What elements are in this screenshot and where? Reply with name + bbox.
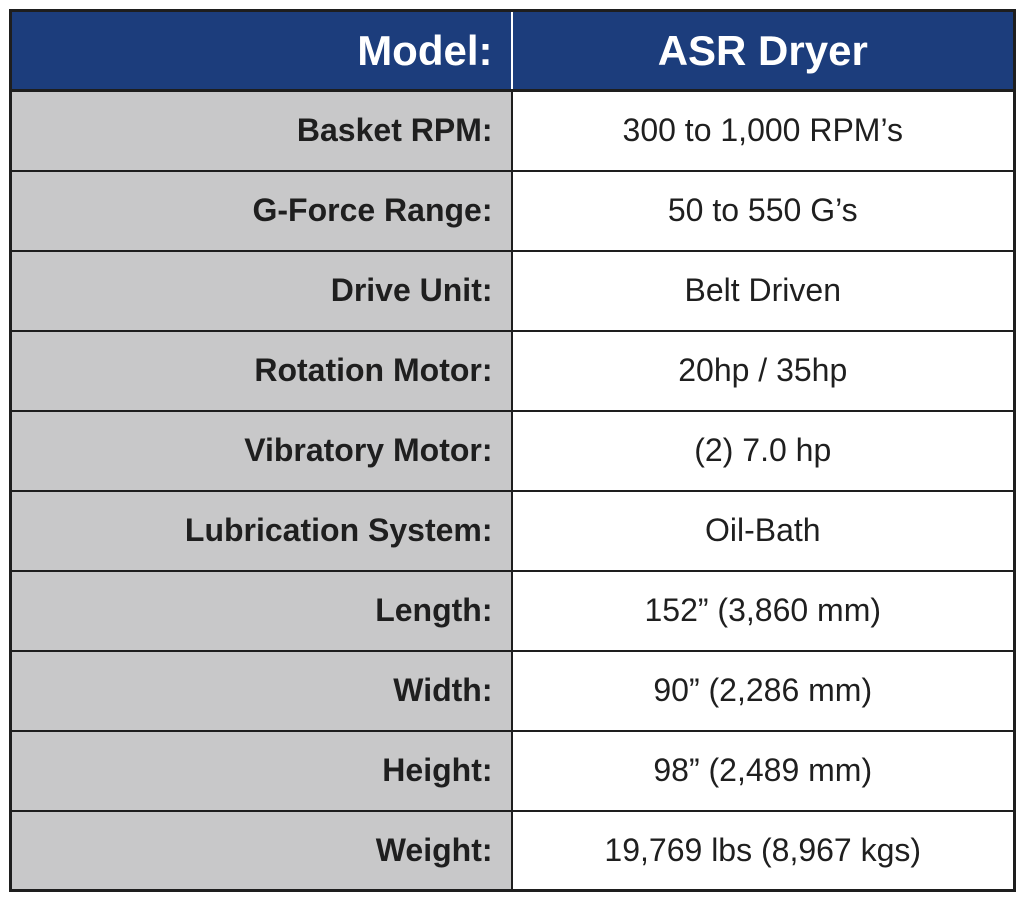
g-force-range-value: 50 to 550 G’s <box>511 169 1015 251</box>
drive-unit-value: Belt Driven <box>511 249 1015 331</box>
spec-table: Model: ASR Dryer Basket RPM: 300 to 1,00… <box>9 9 1016 892</box>
height-value: 98” (2,489 mm) <box>511 729 1015 811</box>
table-row: Rotation Motor: 20hp / 35hp <box>10 329 1015 411</box>
model-header-label: Model: <box>10 10 513 92</box>
g-force-range-label: G-Force Range: <box>10 169 513 251</box>
rotation-motor-label: Rotation Motor: <box>10 329 513 411</box>
width-value: 90” (2,286 mm) <box>511 649 1015 731</box>
weight-value: 19,769 lbs (8,967 kgs) <box>511 809 1015 891</box>
model-header-value: ASR Dryer <box>511 10 1015 92</box>
vibratory-motor-value: (2) 7.0 hp <box>511 409 1015 491</box>
table-row: Lubrication System: Oil-Bath <box>10 489 1015 571</box>
table-header-row: Model: ASR Dryer <box>10 10 1015 92</box>
length-value: 152” (3,860 mm) <box>511 569 1015 651</box>
lubrication-system-label: Lubrication System: <box>10 489 513 571</box>
table-row: Width: 90” (2,286 mm) <box>10 649 1015 731</box>
length-label: Length: <box>10 569 513 651</box>
table-row: Vibratory Motor: (2) 7.0 hp <box>10 409 1015 491</box>
table-row: G-Force Range: 50 to 550 G’s <box>10 169 1015 251</box>
table-row: Weight: 19,769 lbs (8,967 kgs) <box>10 809 1015 891</box>
drive-unit-label: Drive Unit: <box>10 249 513 331</box>
lubrication-system-value: Oil-Bath <box>511 489 1015 571</box>
table-row: Basket RPM: 300 to 1,000 RPM’s <box>10 89 1015 171</box>
basket-rpm-label: Basket RPM: <box>10 89 513 171</box>
basket-rpm-value: 300 to 1,000 RPM’s <box>511 89 1015 171</box>
width-label: Width: <box>10 649 513 731</box>
height-label: Height: <box>10 729 513 811</box>
vibratory-motor-label: Vibratory Motor: <box>10 409 513 491</box>
table-row: Length: 152” (3,860 mm) <box>10 569 1015 651</box>
rotation-motor-value: 20hp / 35hp <box>511 329 1015 411</box>
table-row: Drive Unit: Belt Driven <box>10 249 1015 331</box>
table-row: Height: 98” (2,489 mm) <box>10 729 1015 811</box>
weight-label: Weight: <box>10 809 513 891</box>
